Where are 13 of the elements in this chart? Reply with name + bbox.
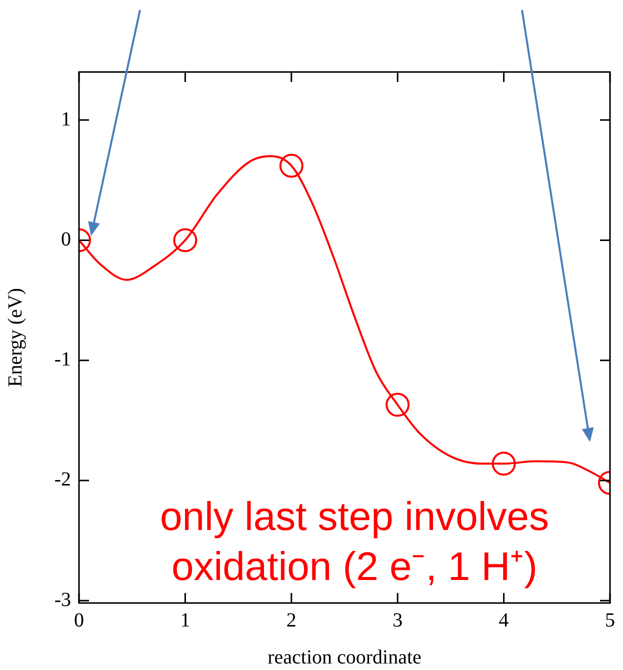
y-axis-title: Energy (eV) — [4, 288, 26, 388]
x-tick-label: 5 — [605, 609, 615, 632]
x-tick-label: 3 — [392, 609, 403, 632]
x-tick-label: 4 — [498, 609, 509, 632]
annotation: only last step involves oxidation (2 e⁻, 1 H⁺) — [160, 495, 550, 589]
y-tick-label: -3 — [54, 588, 71, 611]
y-tick-label: 0 — [61, 228, 71, 250]
y-tick-label: 1 — [61, 108, 71, 130]
x-tick-label: 1 — [180, 609, 190, 632]
x-axis-title: reaction coordinate — [268, 646, 422, 668]
x-tick-label: 2 — [286, 609, 296, 632]
y-tick-label: -1 — [54, 348, 71, 371]
y-tick-label: -2 — [54, 468, 71, 491]
